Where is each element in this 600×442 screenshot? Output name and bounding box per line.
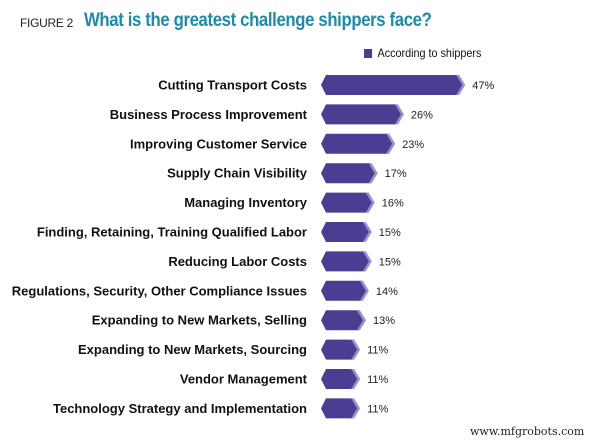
category-label: Vendor Management xyxy=(180,372,308,387)
bar xyxy=(321,192,374,213)
category-label: Technology Strategy and Implementation xyxy=(53,401,307,416)
category-label: Expanding to New Markets, Sourcing xyxy=(78,342,307,357)
value-label: 47% xyxy=(472,80,494,92)
bar xyxy=(321,104,403,125)
legend-swatch xyxy=(364,48,373,58)
bar-end-facet xyxy=(394,104,404,125)
value-label: 14% xyxy=(376,286,398,298)
bar xyxy=(321,251,371,272)
bar-end-facet xyxy=(356,310,366,331)
bar-end-facet xyxy=(456,75,466,95)
bar xyxy=(321,310,365,331)
legend-label: According to shippers xyxy=(377,46,482,60)
watermark: www.mfgrobots.com xyxy=(470,425,585,438)
value-label: 17% xyxy=(385,168,407,180)
category-label: Business Process Improvement xyxy=(110,107,308,122)
category-label: Cutting Transport Costs xyxy=(158,78,307,93)
bar-end-facet xyxy=(359,280,369,301)
bar xyxy=(321,398,360,419)
bar-end-facet xyxy=(365,192,375,213)
value-label: 15% xyxy=(379,256,401,268)
bar xyxy=(321,339,360,360)
bar-end-facet xyxy=(368,163,378,184)
category-label: Reducing Labor Costs xyxy=(168,254,307,269)
category-label: Managing Inventory xyxy=(184,195,308,210)
category-label: Improving Customer Service xyxy=(130,136,307,151)
bar xyxy=(321,75,465,95)
category-label: Expanding to New Markets, Selling xyxy=(92,313,307,328)
value-label: 15% xyxy=(379,227,401,239)
bar-end-facet xyxy=(351,339,361,360)
category-label: Regulations, Security, Other Compliance … xyxy=(12,283,307,298)
value-label: 13% xyxy=(373,315,395,327)
bar xyxy=(321,369,360,389)
value-label: 26% xyxy=(411,109,433,121)
bar-end-facet xyxy=(351,369,361,389)
figure-label: FIGURE 2 xyxy=(20,16,73,30)
bar xyxy=(321,280,368,301)
bar xyxy=(321,133,395,154)
bar xyxy=(321,163,377,184)
value-label: 11% xyxy=(367,403,388,415)
bar-end-facet xyxy=(386,133,396,154)
bar-end-facet xyxy=(362,251,372,272)
bar-end-facet xyxy=(362,222,372,242)
value-label: 11% xyxy=(367,374,388,386)
chart-title: What is the greatest challenge shippers … xyxy=(84,10,432,31)
value-label: 16% xyxy=(382,198,404,210)
legend: According to shippers xyxy=(364,46,481,60)
category-label: Finding, Retaining, Training Qualified L… xyxy=(37,225,307,240)
category-label: Supply Chain Visibility xyxy=(167,166,308,181)
value-label: 23% xyxy=(402,139,424,151)
bar xyxy=(321,222,371,242)
value-label: 11% xyxy=(367,345,388,357)
bar-end-facet xyxy=(351,398,361,419)
